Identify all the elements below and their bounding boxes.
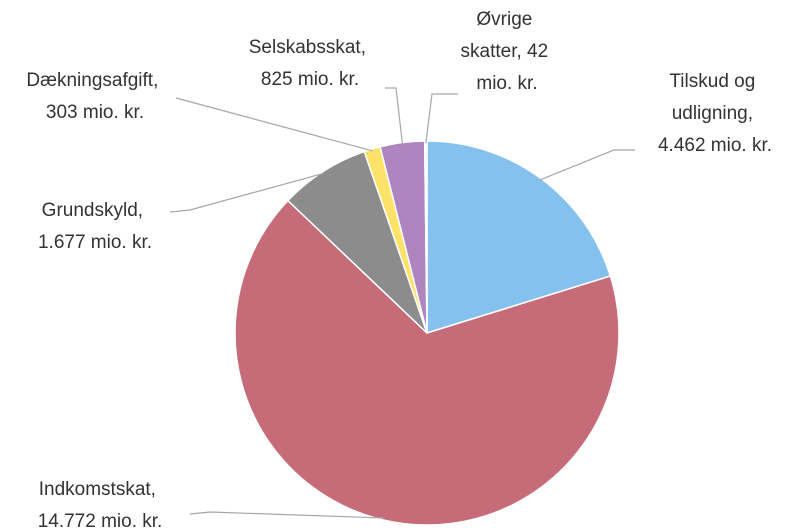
- data-label: Selskabsskat, 825 mio. kr.: [249, 37, 372, 90]
- data-label: Tilskud og udligning, 4.462 mio. kr.: [658, 71, 772, 156]
- leader-line: [189, 511, 384, 519]
- leader-line: [385, 87, 404, 145]
- data-label: Dækningsafgift, 303 mio. kr.: [26, 70, 163, 123]
- pie-slice: [234, 199, 620, 526]
- data-label: Grundskyld, 1.677 mio. kr.: [38, 200, 152, 253]
- pie-slice: [426, 140, 612, 335]
- data-label: Indkomstskat, 14.772 mio. kr.: [38, 479, 163, 531]
- leader-line: [539, 149, 635, 181]
- leader-line: [175, 97, 373, 152]
- leader-line: [425, 93, 458, 144]
- data-label: Øvrige skatter, 42 mio. kr.: [461, 9, 554, 94]
- leader-line: [169, 172, 325, 213]
